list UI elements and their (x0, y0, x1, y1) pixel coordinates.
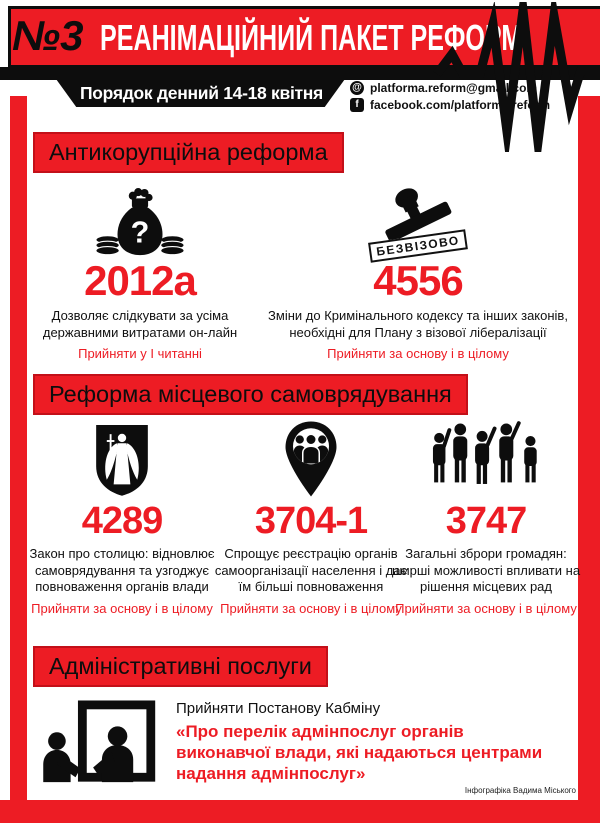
bill-status: Прийняти за основу і в цілому (395, 600, 577, 616)
bill-status: Прийняти у І читанні (78, 346, 202, 361)
bill-description: Закон про столицю: відновлює самоврядува… (29, 546, 215, 594)
bill-number: 3704-1 (254, 500, 368, 542)
admin-action-quote: «Про перелік адмінпослуг органів виконав… (176, 721, 542, 784)
section-title-local-government: Реформа місцевого самоврядування (33, 374, 468, 415)
citizens-assembly-icon (388, 420, 584, 498)
bill-description: Загальні зброри громадян: ширші можливос… (391, 546, 581, 594)
issue-number: №3 (12, 12, 84, 59)
at-email-icon: @ (350, 81, 364, 95)
svg-text:?: ? (131, 216, 150, 250)
bill-card-2012a: ? 2012а Дозволяє слідкувати за усіма дер… (40, 182, 240, 361)
bottom-border-bar (0, 800, 600, 823)
right-border-stripe (578, 96, 600, 823)
service-desk-icon (36, 700, 160, 793)
agenda-banner: Порядок денний 14-18 квітня (56, 79, 345, 107)
bill-status: Прийняти за основу і в цілому (327, 346, 509, 361)
money-bag-question-icon: ? (40, 182, 240, 256)
bill-card-3747: 3747 Загальні зброри громадян: ширші мож… (388, 420, 584, 616)
credit-line: Інфографіка Вадима Міського (464, 786, 576, 795)
quote-line-1: «Про перелік адмінпослуг органів (176, 722, 464, 741)
admin-action-intro: Прийняти Постанову Кабміну (176, 700, 381, 717)
bill-number: 4556 (373, 257, 463, 304)
bill-description: Зміни до Кримінального кодексу та інших … (268, 308, 568, 340)
bill-card-3704-1: 3704-1 Спрощує реєстрацію органів самоор… (211, 420, 411, 616)
bill-number: 4289 (81, 500, 164, 542)
facebook-icon: f (350, 98, 364, 112)
bill-status: Прийняти за основу і в цілому (31, 600, 213, 616)
bill-status: Прийняти за основу і в цілому (220, 600, 402, 616)
header-divider (0, 67, 600, 80)
kyiv-coat-of-arms-icon (22, 420, 222, 498)
bill-number: 3747 (445, 500, 528, 542)
quote-line-3: надання адмінпослуг» (176, 764, 366, 783)
bill-card-4289: 4289 Закон про столицю: відновлює самовр… (22, 420, 222, 616)
section-title-admin-services: Адміністративні послуги (33, 646, 328, 687)
section-title-anticorruption: Антикорупційна реформа (33, 132, 344, 173)
bill-description: Спрощує реєстрацію органів самоорганізац… (214, 546, 408, 594)
location-pin-people-icon (211, 420, 411, 498)
bill-card-4556: БЕЗВІЗОВО 4556 Зміни до Кримінального ко… (246, 182, 590, 361)
left-border-stripe (10, 96, 27, 823)
email-address[interactable]: platforma.reform@gmail.com (370, 81, 538, 95)
bill-number: 2012а (84, 257, 197, 304)
bill-description: Дозволяє слідкувати за усіма державними … (42, 308, 238, 340)
heartbeat-line-icon (433, 2, 600, 152)
rubber-stamp-icon: БЕЗВІЗОВО (246, 182, 590, 263)
quote-line-2: виконавчої влади, які надаються центрами (176, 743, 543, 762)
email-contact-row: @ platforma.reform@gmail.com (350, 81, 537, 95)
